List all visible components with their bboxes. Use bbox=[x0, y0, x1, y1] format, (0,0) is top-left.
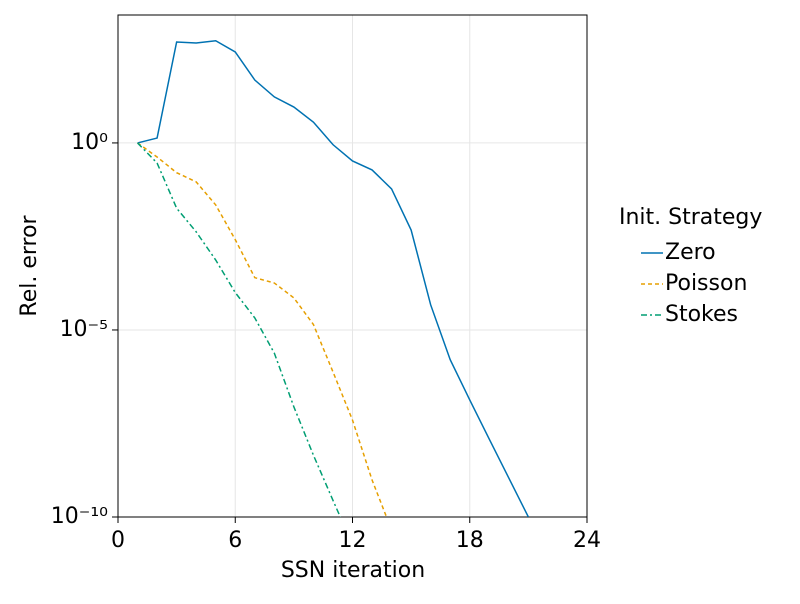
legend-title: Init. Strategy bbox=[619, 205, 762, 230]
series-line bbox=[137, 39, 530, 517]
plot-frame bbox=[117, 14, 588, 518]
series-line bbox=[137, 142, 342, 517]
y-tick-label: 10⁻¹⁰ bbox=[51, 504, 108, 529]
x-tick-label: 6 bbox=[228, 528, 242, 553]
x-tick-label: 24 bbox=[573, 528, 601, 553]
x-tick-label: 18 bbox=[456, 528, 484, 553]
x-tick-label: 0 bbox=[111, 528, 125, 553]
legend-label: Zero bbox=[665, 240, 716, 265]
y-axis-label: Rel. error bbox=[17, 214, 42, 316]
legend-label: Stokes bbox=[665, 302, 738, 327]
x-tick-label: 12 bbox=[339, 528, 367, 553]
x-axis-label: SSN iteration bbox=[281, 558, 425, 583]
plot-area bbox=[137, 39, 530, 517]
legend-label: Poisson bbox=[665, 271, 747, 296]
y-tick-label: 10⁻⁵ bbox=[60, 317, 108, 342]
series-line bbox=[137, 142, 388, 517]
y-tick-label: 10⁰ bbox=[71, 130, 108, 155]
